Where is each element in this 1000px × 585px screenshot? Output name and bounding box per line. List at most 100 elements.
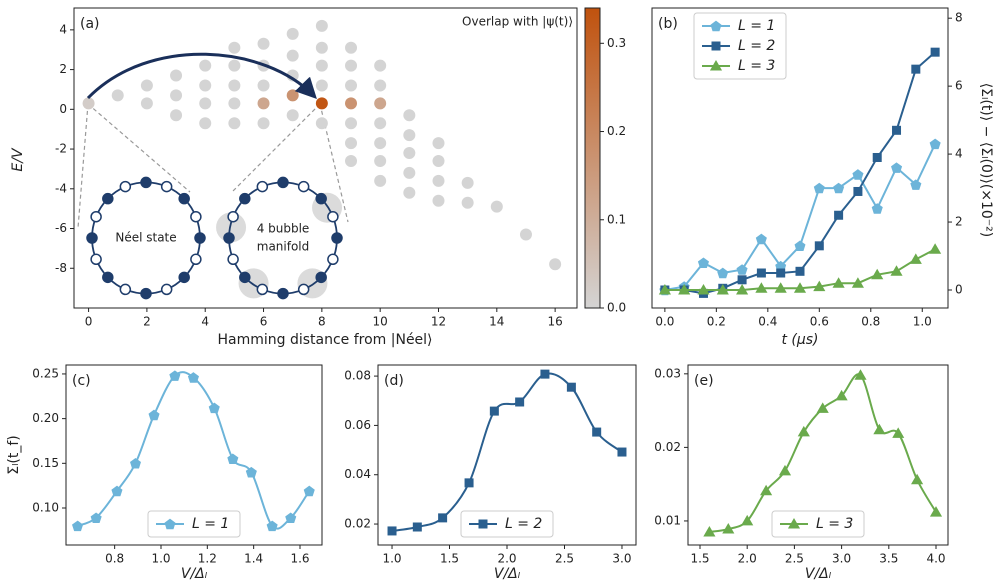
marker (891, 162, 903, 173)
legend-label: L = 2 (738, 38, 775, 54)
site (227, 253, 239, 266)
site (327, 210, 339, 223)
y-tick-label: -2 (55, 142, 67, 156)
marker (854, 369, 867, 380)
marker (852, 169, 864, 180)
site (190, 253, 202, 266)
site (239, 271, 251, 284)
marker (778, 464, 792, 476)
state-point (374, 137, 387, 150)
state-point (345, 117, 358, 130)
state-point (403, 109, 416, 122)
marker (515, 397, 525, 407)
marker (892, 427, 905, 438)
x-tick-label: 3.0 (612, 552, 631, 566)
series-line (709, 373, 937, 533)
marker (736, 284, 749, 295)
marker (412, 522, 422, 532)
marker (658, 284, 671, 295)
y-tick-label: 6 (955, 79, 963, 93)
legend-marker (787, 518, 801, 529)
y-tick-label: 0.04 (344, 467, 371, 481)
marker (930, 47, 940, 57)
panel-label: (a) (80, 16, 100, 32)
site (90, 210, 102, 223)
marker (892, 125, 902, 135)
x-tick-label: 12 (431, 315, 446, 329)
inset-label: manifold (257, 240, 310, 254)
marker (438, 513, 448, 523)
state-point (374, 154, 387, 167)
state-point (315, 79, 328, 92)
y-tick-label: 0.02 (654, 440, 681, 454)
site (119, 283, 132, 296)
state-point (257, 37, 270, 50)
state-point (286, 49, 299, 62)
legend-label: L = 1 (192, 516, 229, 532)
state-point (140, 79, 153, 92)
marker (111, 485, 123, 497)
marker (929, 506, 943, 517)
y-axis-label: Σₗ(t_f) (6, 435, 22, 475)
legend-box (771, 510, 865, 538)
legend-label: L = 3 (816, 516, 853, 532)
x-tick-label: 0.6 (810, 315, 829, 329)
inset-label: 4 bubble (257, 222, 310, 236)
site (102, 271, 114, 284)
state-point (374, 59, 387, 72)
state-point (432, 194, 445, 207)
x-tick-label: 3.0 (832, 552, 851, 566)
axes-frame (687, 364, 949, 546)
state-point (345, 137, 358, 150)
x-tick-label: 1.0 (382, 552, 401, 566)
marker (755, 233, 767, 245)
marker (833, 182, 845, 194)
legend-marker (164, 518, 176, 530)
state-point (199, 79, 212, 92)
site (327, 253, 339, 266)
state-point (199, 97, 212, 110)
marker (187, 372, 199, 383)
marker (741, 514, 754, 526)
site (140, 176, 152, 189)
inset-connector (87, 103, 191, 193)
marker (760, 484, 773, 496)
marker (853, 186, 863, 196)
x-tick-label: 1.2 (198, 552, 217, 566)
site (102, 192, 114, 205)
y-tick-label: 0.15 (32, 456, 59, 470)
marker (834, 210, 844, 220)
legend-box (147, 510, 241, 538)
marker (266, 520, 278, 532)
y-tick-label: 2 (955, 215, 963, 229)
marker (814, 241, 824, 251)
y-tick-label: 0.06 (344, 418, 371, 432)
marker (873, 423, 886, 435)
legend-marker (709, 60, 723, 71)
marker (285, 512, 297, 523)
marker (540, 369, 550, 379)
site (239, 192, 251, 205)
marker (851, 277, 864, 288)
marker (794, 240, 806, 251)
y-tick-label: 2 (59, 62, 67, 76)
x-tick-label: 1.6 (290, 552, 309, 566)
inset-label: Néel state (115, 231, 176, 245)
axes-frame (73, 7, 578, 309)
x-tick-label: 0.0 (655, 315, 674, 329)
marker (890, 265, 903, 276)
x-tick-label: 2.0 (497, 552, 516, 566)
marker (592, 427, 602, 437)
marker (795, 266, 805, 276)
panel-label: (c) (72, 373, 91, 389)
marker (227, 453, 239, 464)
state-point (286, 89, 299, 102)
series-line (391, 372, 623, 532)
site (160, 283, 173, 296)
marker (793, 282, 807, 293)
x-tick-label: 1.5 (690, 552, 709, 566)
panel-label: (b) (658, 16, 678, 32)
bubble (216, 212, 247, 243)
x-axis-label: V/Δₗ (805, 566, 832, 582)
state-point (490, 200, 503, 213)
